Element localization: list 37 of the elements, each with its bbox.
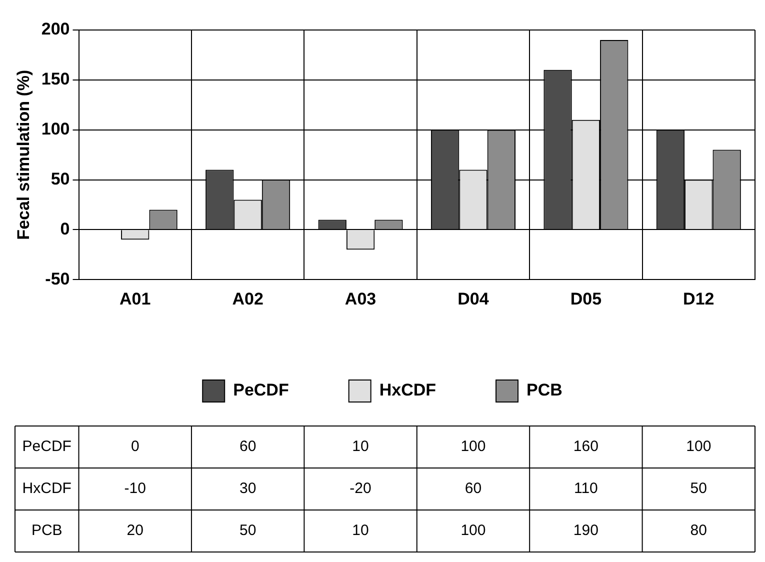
- data-label: -10: [124, 480, 146, 498]
- data-label: 190: [573, 522, 598, 540]
- data-label: 50: [239, 522, 256, 540]
- y-axis-title: Fecal stimulation (%): [14, 70, 33, 240]
- legend-label: PeCDF: [233, 380, 289, 400]
- data-label: 100: [460, 438, 486, 456]
- data-label: 10: [352, 522, 369, 540]
- data-label: 60: [464, 480, 482, 498]
- y-tick-label: 50: [50, 169, 70, 188]
- data-label: 50: [690, 480, 707, 498]
- legend-label: HxCDF: [379, 380, 436, 400]
- data-label: 100: [686, 438, 712, 456]
- y-tick-label: 150: [41, 70, 70, 89]
- data-label: 100: [460, 522, 486, 540]
- x-tick-label: A01: [120, 289, 151, 308]
- x-tick-label: D04: [458, 289, 490, 308]
- y-tick-label: 100: [41, 120, 70, 139]
- data-label: 160: [573, 438, 598, 456]
- x-tick-label: D12: [683, 289, 714, 308]
- x-tick-label: A03: [344, 289, 376, 308]
- text: PCB: [31, 522, 62, 540]
- data-label: -20: [350, 480, 372, 498]
- text: PeCDF: [22, 438, 72, 456]
- data-label: 110: [574, 480, 598, 498]
- data-label: 20: [126, 522, 144, 540]
- y-tick-label: 200: [41, 20, 70, 39]
- x-tick-label: A02: [232, 289, 264, 308]
- y-tick-label: -50: [45, 269, 70, 288]
- data-label: 30: [239, 480, 256, 498]
- data-label: 10: [352, 438, 369, 456]
- text: HxCDF: [22, 480, 72, 498]
- legend-label: PCB: [526, 380, 562, 400]
- data-label: 80: [690, 522, 707, 540]
- data-label: 60: [239, 438, 256, 456]
- data-label: 0: [130, 438, 140, 456]
- y-tick-label: 0: [60, 219, 70, 238]
- x-tick-label: D05: [570, 289, 602, 308]
